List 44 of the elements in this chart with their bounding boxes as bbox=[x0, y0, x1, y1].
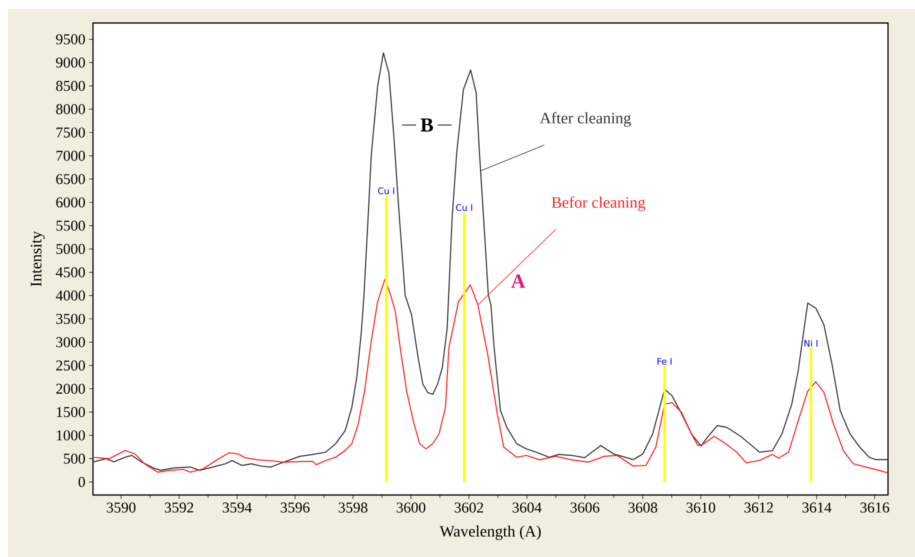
y-tick-label: 4500 bbox=[56, 267, 85, 278]
x-tick-label: 3614 bbox=[802, 502, 832, 513]
annotation: B bbox=[420, 118, 433, 132]
y-tick-label: 9000 bbox=[56, 58, 85, 68]
y-tick-label: 2500 bbox=[56, 360, 85, 370]
x-tick-label: 3596 bbox=[280, 502, 310, 513]
annotation: Cu I bbox=[456, 204, 472, 211]
y-tick-label: 6500 bbox=[56, 174, 85, 184]
x-tick-label: 3592 bbox=[164, 502, 194, 513]
y-tick-label: 0 bbox=[78, 476, 85, 487]
x-axis-title: Wavelength (A) bbox=[440, 525, 541, 540]
y-tick-label: 8000 bbox=[56, 104, 85, 114]
x-tick-label: 3604 bbox=[512, 502, 542, 513]
y-tick-label: 5500 bbox=[56, 220, 85, 231]
y-axis-title: Intensity bbox=[30, 231, 45, 286]
y-tick-label: 9500 bbox=[56, 34, 85, 44]
y-tick-label: 7000 bbox=[56, 150, 85, 161]
text: After cleaning bbox=[540, 112, 631, 127]
annotation: A bbox=[511, 274, 526, 288]
y-tick-label: 7500 bbox=[56, 127, 85, 138]
annotation: Cu I bbox=[378, 187, 394, 194]
y-tick-label: 3000 bbox=[56, 337, 85, 348]
y-tick-label: 500 bbox=[64, 454, 85, 464]
y-tick-label: 5000 bbox=[56, 244, 85, 254]
y-tick-label: 4000 bbox=[56, 290, 85, 301]
x-tick-label: 3590 bbox=[106, 502, 136, 513]
x-tick-label: 3598 bbox=[338, 502, 368, 513]
text: Befor cleaning bbox=[552, 196, 646, 212]
x-tick-label: 3616 bbox=[860, 502, 890, 513]
y-tick-label: 3500 bbox=[56, 314, 85, 324]
x-tick-label: 3606 bbox=[570, 502, 600, 513]
x-tick-label: 3602 bbox=[454, 502, 484, 513]
y-tick-label: 2000 bbox=[56, 384, 85, 394]
x-tick-label: 3608 bbox=[628, 502, 658, 513]
x-tick-label: 3612 bbox=[744, 502, 773, 513]
annotation: Ni I bbox=[804, 340, 818, 347]
x-tick-label: 3610 bbox=[686, 502, 716, 513]
y-tick-label: 1500 bbox=[56, 407, 85, 418]
y-tick-label: 6000 bbox=[56, 197, 85, 208]
y-tick-label: 8500 bbox=[56, 80, 85, 91]
annotation: Fe I bbox=[658, 358, 672, 365]
x-tick-label: 3600 bbox=[396, 502, 426, 513]
x-tick-label: 3594 bbox=[222, 502, 252, 513]
y-tick-label: 1000 bbox=[56, 430, 85, 440]
